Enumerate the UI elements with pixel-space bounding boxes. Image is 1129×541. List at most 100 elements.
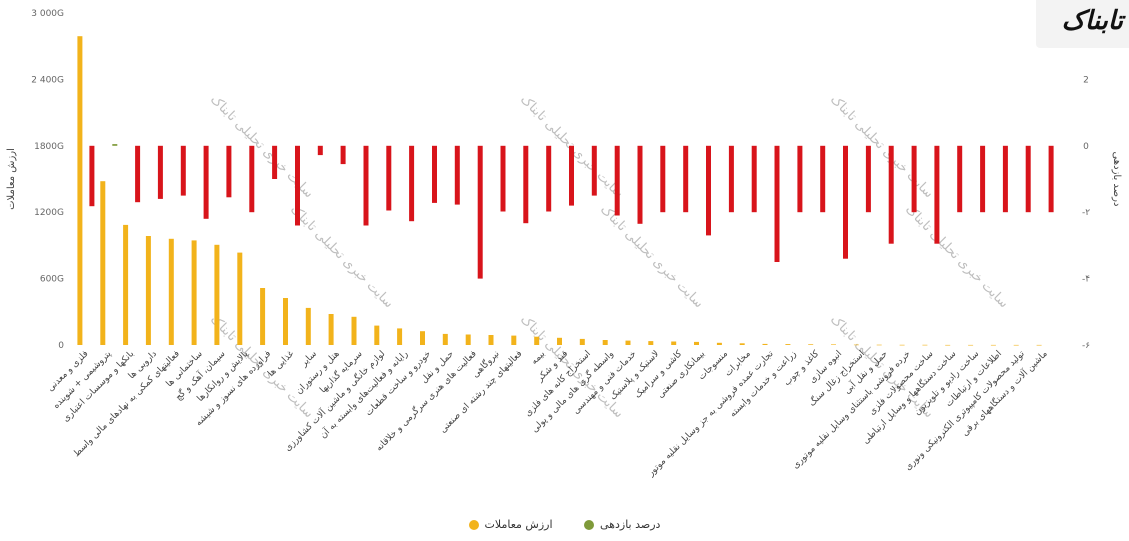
legend-label-return: درصد بازدهی [600, 518, 661, 531]
return-bar [865, 145, 871, 213]
value-bar [762, 343, 768, 345]
return-bar [340, 145, 346, 165]
left-tick-label: 1800G [34, 142, 64, 152]
value-bar [1013, 344, 1019, 346]
return-bar [637, 145, 643, 224]
return-bar [797, 145, 803, 213]
value-bar [123, 224, 129, 345]
return-bar [843, 145, 848, 259]
legend-label-value: ارزش معاملات [484, 518, 553, 531]
return-bar [934, 145, 940, 244]
value-bar [1036, 344, 1042, 346]
value-bar [214, 244, 220, 345]
left-axis-title: ارزش معاملات [6, 148, 17, 210]
legend: ارزش معاملات درصد بازدهی [0, 518, 1129, 531]
value-bar [328, 314, 334, 345]
right-axis-title: درصد بازدهی [1111, 152, 1122, 207]
return-bar [980, 145, 986, 213]
return-bar [157, 145, 163, 199]
return-bar [911, 145, 917, 213]
return-bar [112, 144, 118, 146]
value-bar [442, 333, 448, 345]
value-bar [168, 238, 174, 345]
return-bar [820, 145, 826, 213]
value-bar [420, 331, 425, 345]
return-bar [1025, 145, 1031, 213]
category-label: بیمه [529, 349, 547, 367]
value-bar [534, 336, 540, 345]
return-bar [180, 145, 186, 196]
return-bar [89, 145, 95, 207]
category-label: فعالیتهای کمکی به نهادهای مالی واسط [72, 349, 182, 459]
return-bar [569, 145, 574, 206]
value-bar [671, 341, 677, 345]
left-tick-label: 600G [40, 275, 64, 285]
return-bar [683, 145, 689, 213]
category-label: سایر [299, 349, 319, 369]
return-bar [477, 145, 483, 279]
return-bar [1048, 145, 1054, 213]
right-tick-label: -۲ [1082, 208, 1090, 218]
return-bar [774, 145, 780, 262]
return-bar [614, 145, 620, 216]
return-bar [203, 145, 209, 219]
return-bar [272, 145, 278, 179]
right-tick-label: -۶ [1082, 341, 1090, 351]
left-tick-label: 1200G [34, 208, 64, 218]
value-bar [602, 340, 608, 345]
return-bar [957, 145, 963, 213]
return-bar [728, 145, 734, 213]
return-bar [432, 145, 437, 203]
legend-item-return[interactable]: درصد بازدهی [584, 518, 660, 531]
left-tick-label: 0 [58, 341, 64, 351]
value-bar [990, 344, 996, 346]
value-bar [397, 328, 403, 345]
watermark: سایت خبری تحلیلی تابناک [287, 202, 396, 311]
return-bar [1002, 145, 1008, 213]
return-bar [454, 145, 460, 205]
legend-dot-value [468, 520, 479, 530]
return-bar [660, 145, 666, 213]
value-bar [579, 338, 585, 345]
value-bar [853, 344, 859, 346]
value-bar [305, 307, 311, 345]
value-bar [694, 341, 699, 345]
return-bar [386, 145, 392, 211]
right-tick-label: 2 [1083, 75, 1089, 85]
value-bar [648, 341, 654, 345]
value-bar [191, 240, 197, 345]
value-bar [945, 344, 951, 346]
value-bar [557, 337, 562, 345]
right-tick-label: -۴ [1082, 275, 1090, 285]
return-bar [226, 145, 232, 198]
return-bar [751, 145, 757, 213]
return-bar [363, 145, 369, 226]
left-tick-label: 2 400G [31, 75, 64, 85]
return-bar [523, 145, 529, 224]
value-bar [899, 344, 905, 346]
return-bar [500, 145, 506, 212]
value-bar [511, 335, 517, 345]
value-bar [876, 344, 882, 346]
watermark: سایت خبری تحلیلی تابناک [597, 202, 706, 311]
value-bar [465, 334, 471, 345]
value-bar [100, 181, 106, 345]
value-bar [283, 298, 288, 345]
value-bar [374, 325, 380, 345]
value-bar [488, 335, 494, 345]
value-bar [968, 344, 974, 346]
return-bar [591, 145, 597, 196]
watermark: سایت خبری تحلیلی تابناک [902, 202, 1011, 311]
return-bar [546, 145, 552, 212]
value-bar [625, 340, 631, 345]
value-bar [831, 344, 836, 345]
legend-dot-return [584, 520, 595, 530]
legend-item-value[interactable]: ارزش معاملات [468, 518, 553, 531]
return-bar [706, 145, 711, 236]
return-bar [888, 145, 894, 244]
value-bar [739, 343, 745, 345]
value-bar [351, 316, 357, 345]
value-bar [77, 36, 83, 345]
return-bar [295, 145, 300, 226]
